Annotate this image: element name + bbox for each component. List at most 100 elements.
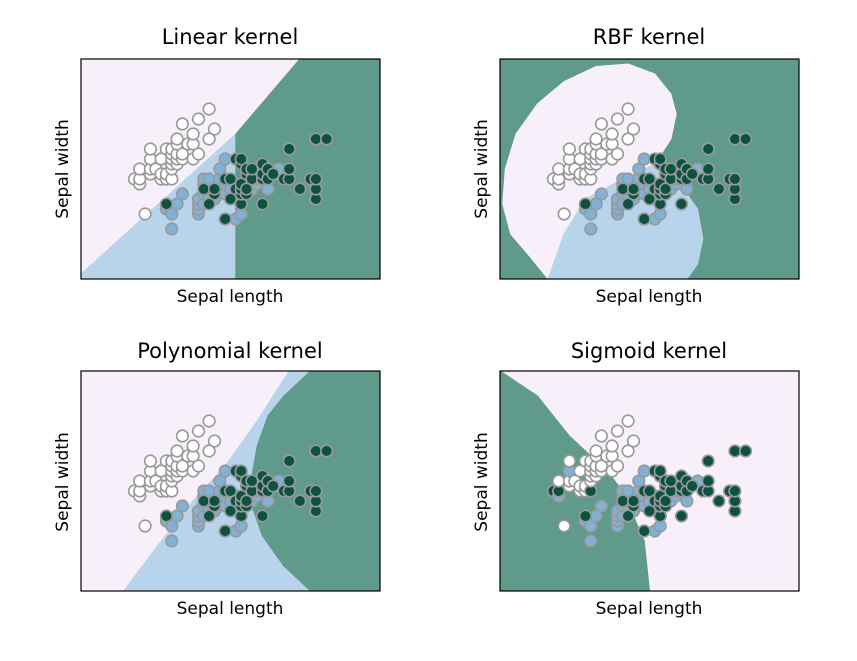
data-point xyxy=(552,162,566,176)
data-point xyxy=(245,474,259,488)
data-point xyxy=(207,434,222,448)
data-point xyxy=(610,147,625,161)
data-point xyxy=(186,127,200,141)
data-point xyxy=(621,444,635,458)
data-point xyxy=(165,519,179,533)
data-point xyxy=(637,212,651,226)
panel-title: Polynomial kernel xyxy=(137,339,323,363)
data-point xyxy=(282,454,296,468)
y-axis-label: Sepal width xyxy=(472,432,492,531)
data-point xyxy=(594,147,609,161)
data-point xyxy=(191,424,206,438)
data-point xyxy=(589,132,603,146)
data-point xyxy=(664,474,678,488)
plot-area xyxy=(80,370,381,592)
data-point xyxy=(223,192,238,206)
data-point xyxy=(266,479,280,493)
data-point xyxy=(728,132,742,146)
data-point xyxy=(159,197,173,211)
y-axis-label: Sepal width xyxy=(472,119,492,218)
data-point xyxy=(626,494,641,508)
data-point xyxy=(202,132,216,146)
axes-frame xyxy=(80,370,381,592)
data-point xyxy=(653,464,667,478)
data-point xyxy=(605,127,619,141)
data-point xyxy=(197,182,211,196)
data-point xyxy=(165,222,179,236)
panel-title: Linear kernel xyxy=(162,25,299,49)
data-point xyxy=(207,122,222,136)
data-point xyxy=(557,207,571,221)
data-point xyxy=(165,534,179,548)
data-point xyxy=(642,172,657,186)
data-point xyxy=(557,519,571,533)
data-point xyxy=(218,212,232,226)
data-point xyxy=(642,192,657,206)
data-point xyxy=(138,207,152,221)
data-point xyxy=(594,499,609,513)
scatter-points xyxy=(546,102,753,236)
data-point xyxy=(594,429,609,443)
data-point xyxy=(218,524,232,538)
data-point xyxy=(610,424,625,438)
data-point xyxy=(685,479,699,493)
data-point xyxy=(202,509,216,523)
plot-area xyxy=(499,370,800,592)
data-point xyxy=(202,197,216,211)
data-point xyxy=(234,464,248,478)
panel-rbf: RBF kernel Sepal length Sepal width xyxy=(472,25,800,307)
data-point xyxy=(589,444,603,458)
data-point xyxy=(234,152,248,166)
data-point xyxy=(175,429,189,443)
data-point xyxy=(213,474,227,488)
data-point xyxy=(594,459,609,473)
plot-area xyxy=(499,58,800,280)
data-point xyxy=(605,439,619,453)
data-point xyxy=(621,197,635,211)
data-point xyxy=(642,504,657,518)
data-point xyxy=(594,117,609,131)
data-point xyxy=(664,162,678,176)
data-point xyxy=(610,459,625,473)
data-point xyxy=(712,494,726,508)
data-point xyxy=(175,147,189,161)
panel-linear: Linear kernel Sepal length Sepal width xyxy=(53,25,381,307)
data-point xyxy=(266,167,280,181)
data-point xyxy=(309,172,323,186)
data-point xyxy=(207,182,222,196)
data-point xyxy=(309,132,323,146)
data-point xyxy=(191,112,206,126)
data-point xyxy=(213,162,227,176)
data-point xyxy=(674,509,689,523)
data-point xyxy=(626,434,641,448)
panel-title: RBF kernel xyxy=(593,25,705,49)
data-point xyxy=(170,444,184,458)
data-point xyxy=(685,167,699,181)
data-point xyxy=(309,444,323,458)
plot-area xyxy=(80,58,381,280)
y-axis-label: Sepal width xyxy=(53,119,73,218)
data-point xyxy=(738,444,753,458)
data-point xyxy=(626,122,641,136)
data-point xyxy=(712,182,726,196)
data-point xyxy=(133,162,147,176)
data-point xyxy=(207,494,222,508)
data-point xyxy=(239,182,254,196)
data-point xyxy=(186,439,200,453)
data-point xyxy=(282,162,296,176)
data-point xyxy=(653,152,667,166)
data-point xyxy=(239,494,254,508)
region-class-2 xyxy=(251,371,380,591)
data-point xyxy=(223,172,238,186)
decision-regions xyxy=(81,59,380,279)
data-point xyxy=(552,474,566,488)
data-point xyxy=(578,197,593,211)
x-axis-label: Sepal length xyxy=(596,599,703,619)
data-point xyxy=(309,484,323,498)
panel-polynomial: Polynomial kernel Sepal length Sepal wid… xyxy=(53,339,381,619)
data-point xyxy=(143,142,157,156)
data-point xyxy=(728,484,742,498)
data-point xyxy=(320,444,334,458)
data-point xyxy=(658,494,673,508)
